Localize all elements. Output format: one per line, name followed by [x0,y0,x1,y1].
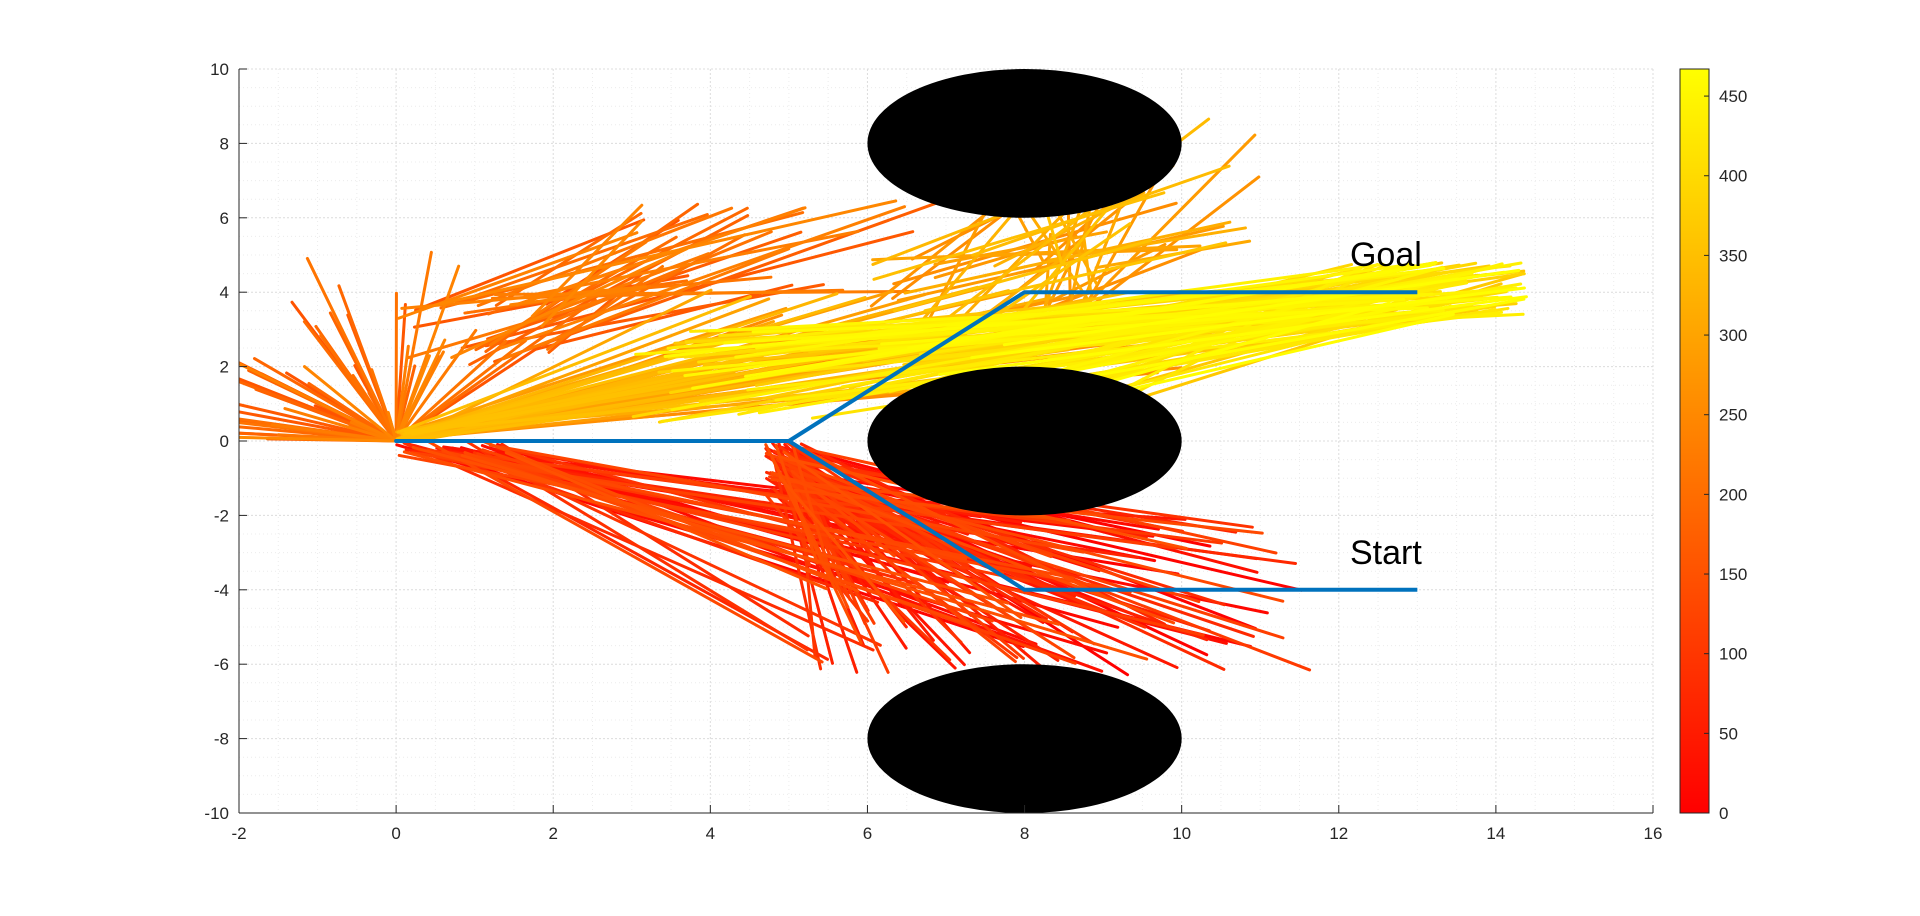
annotation-start: Start [1350,534,1422,572]
x-tick-label: 4 [706,824,715,843]
colorbar-tick-label: 200 [1719,485,1747,504]
y-tick-label: 8 [220,134,229,153]
y-tick-label: 6 [220,209,229,228]
x-tick-label: 6 [863,824,872,843]
y-tick-label: 10 [210,60,229,79]
x-tick-label: 10 [1172,824,1191,843]
x-tick-label: 16 [1644,824,1663,843]
x-tick-label: 2 [548,824,557,843]
obstacle [867,69,1181,218]
colorbar-tick-label: 150 [1719,565,1747,584]
colorbar-tick-label: 350 [1719,246,1747,265]
x-tick-label: 14 [1486,824,1505,843]
y-tick-label: -10 [204,804,229,823]
y-tick-label: -2 [214,506,229,525]
colorbar-tick-label: 300 [1719,326,1747,345]
colorbar-tick-label: 400 [1719,167,1747,186]
y-tick-label: 0 [220,432,229,451]
colorbar-tick-label: 50 [1719,724,1738,743]
y-tick-label: -4 [214,581,229,600]
obstacle [867,367,1181,516]
x-tick-label: 12 [1329,824,1348,843]
colorbar-tick-label: 100 [1719,645,1747,664]
y-tick-label: 2 [220,358,229,377]
annotation-goal: Goal [1350,236,1422,274]
colorbar-gradient [1680,69,1709,813]
obstacle [867,664,1181,813]
colorbar-tick-label: 450 [1719,87,1747,106]
x-tick-label: 0 [391,824,400,843]
colorbar-tick-label: 250 [1719,406,1747,425]
x-tick-label: -2 [231,824,246,843]
x-tick-label: 8 [1020,824,1029,843]
colorbar-tick-label: 0 [1719,804,1728,823]
colorbar: 0 50 100 150 200 250 300 350 400 450 [1680,69,1747,823]
y-tick-label: 4 [220,283,229,302]
y-tick-label: -6 [214,655,229,674]
y-tick-label: -8 [214,730,229,749]
obstacle-layer [867,69,1181,813]
